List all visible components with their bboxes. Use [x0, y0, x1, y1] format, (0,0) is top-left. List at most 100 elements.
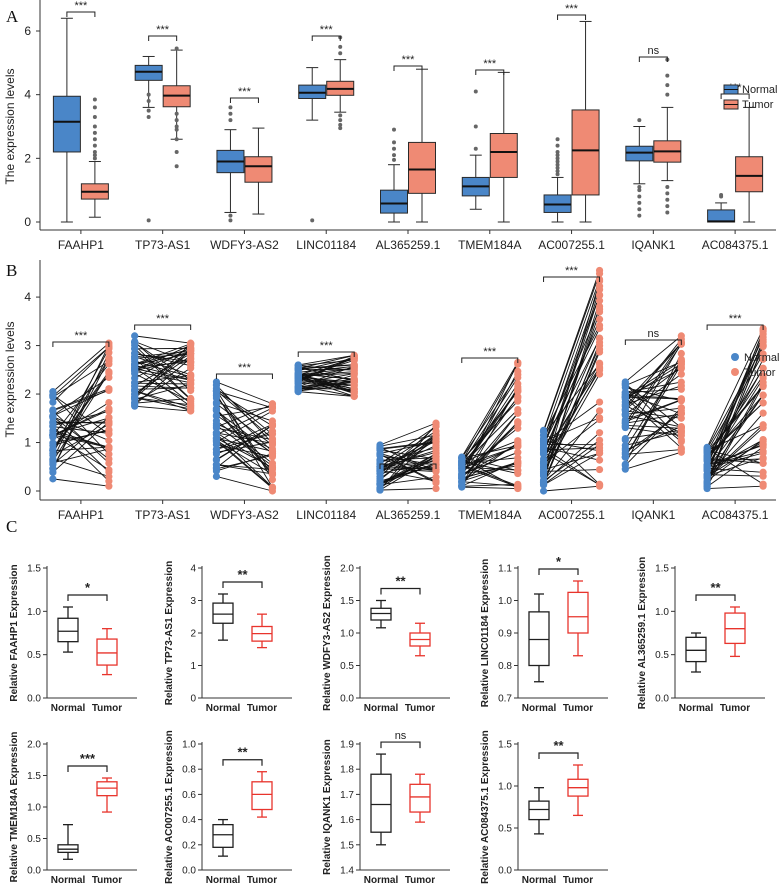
pair-line [379, 488, 437, 491]
x-tick-label: LINC01184 [296, 238, 356, 252]
significance-label: *** [729, 313, 743, 325]
y-axis-label: The expression levels [3, 68, 17, 184]
outlier-point [174, 124, 179, 129]
y-tick-label: 0.0 [655, 694, 669, 705]
point-tumor [105, 345, 113, 353]
point-tumor [268, 441, 277, 449]
pair-line [134, 370, 191, 384]
significance-label: *** [483, 58, 497, 70]
pair-line [543, 281, 600, 474]
pair-line [216, 391, 273, 427]
point-tumor [514, 448, 522, 456]
pair-line [134, 374, 191, 383]
outlier-point [338, 118, 343, 123]
pair-line [543, 294, 600, 464]
significance-bracket [638, 56, 668, 62]
pair-line [543, 419, 600, 464]
point-tumor [432, 484, 440, 493]
significance-label: ** [237, 567, 248, 582]
y-tick-label: 0.5 [27, 650, 41, 661]
point-normal [458, 453, 466, 461]
box-normal [370, 773, 392, 833]
pair-line [461, 386, 519, 486]
outlier-point [555, 162, 560, 167]
significance-bracket [379, 463, 437, 469]
box-tumor [408, 141, 436, 194]
pair-line [543, 306, 600, 481]
pair-line [216, 440, 273, 489]
pair-line [52, 373, 110, 451]
pair-line [706, 424, 764, 478]
outlier-point [555, 165, 560, 170]
point-normal [49, 475, 57, 483]
point-tumor [105, 425, 113, 434]
pair-line [625, 335, 682, 383]
box-normal [370, 607, 392, 621]
pair-line [298, 381, 355, 392]
x-tick-label: FAAHP1 [58, 508, 104, 522]
pair-line [461, 446, 518, 470]
point-normal [212, 400, 221, 408]
significance-bracket [475, 69, 505, 75]
pair-line [543, 417, 600, 443]
pair-line [543, 273, 600, 432]
point-normal [621, 419, 629, 427]
point-normal [212, 461, 221, 469]
y-tick-label: 4 [190, 564, 196, 575]
pair-line [216, 437, 273, 468]
x-tick-label: TMEM184A [458, 238, 521, 252]
outlier-point [665, 92, 670, 97]
pair-line [134, 382, 191, 385]
y-tick-label: 0.5 [498, 824, 512, 835]
y-axis-label: Relative TP73-AS1 Expression [164, 561, 175, 706]
point-tumor [677, 407, 685, 415]
pair-line [461, 371, 519, 477]
x-tick-label: AC007255.1 [538, 238, 605, 252]
significance-bracket [393, 65, 423, 71]
y-axis-label: Relative TMEM184A Expression [9, 732, 20, 883]
pair-line [52, 416, 110, 465]
panel-letter: C [6, 517, 17, 536]
point-tumor [677, 424, 685, 432]
significance-label: *** [565, 265, 579, 277]
point-tumor [432, 422, 440, 430]
outlier-point [92, 97, 97, 102]
x-tick-label: Tumor [563, 875, 593, 886]
significance-label: *** [565, 3, 579, 15]
pair-line [379, 434, 437, 447]
point-normal [539, 477, 548, 485]
outlier-point [92, 130, 97, 135]
pair-line [461, 422, 519, 478]
point-normal [621, 407, 629, 415]
y-axis-label: The expression levels [3, 321, 17, 437]
point-normal [703, 453, 711, 461]
significance-bracket [229, 97, 259, 103]
pair-line [52, 429, 110, 446]
y-tick-label: 1.0 [340, 629, 354, 640]
box-normal [57, 617, 79, 643]
box-normal [212, 823, 234, 848]
point-tumor [514, 484, 522, 492]
y-tick-label: 0.7 [498, 694, 512, 705]
outlier-point [146, 99, 151, 104]
point-normal [703, 479, 711, 487]
point-tumor [105, 443, 113, 451]
y-tick-label: 1.5 [498, 740, 512, 751]
box-tumor [735, 156, 764, 193]
point-tumor [105, 386, 113, 395]
outlier-point [92, 105, 97, 110]
significance-bracket [215, 373, 273, 379]
pair-line [543, 367, 600, 455]
box-tumor [489, 133, 518, 178]
point-normal [49, 446, 57, 455]
point-normal [131, 374, 139, 382]
point-tumor [187, 384, 195, 392]
pair-line [543, 485, 600, 492]
outlier-point [473, 146, 478, 151]
pair-line [134, 353, 191, 359]
subplot-9: 0.0 0.5 1.0 1.5 Relative AC084375.1 Expressi… [480, 730, 608, 886]
pair-line [216, 410, 273, 443]
y-tick-label: 1.5 [340, 840, 354, 851]
outlier-point [665, 83, 670, 88]
y-tick-label: 1 [24, 436, 31, 450]
